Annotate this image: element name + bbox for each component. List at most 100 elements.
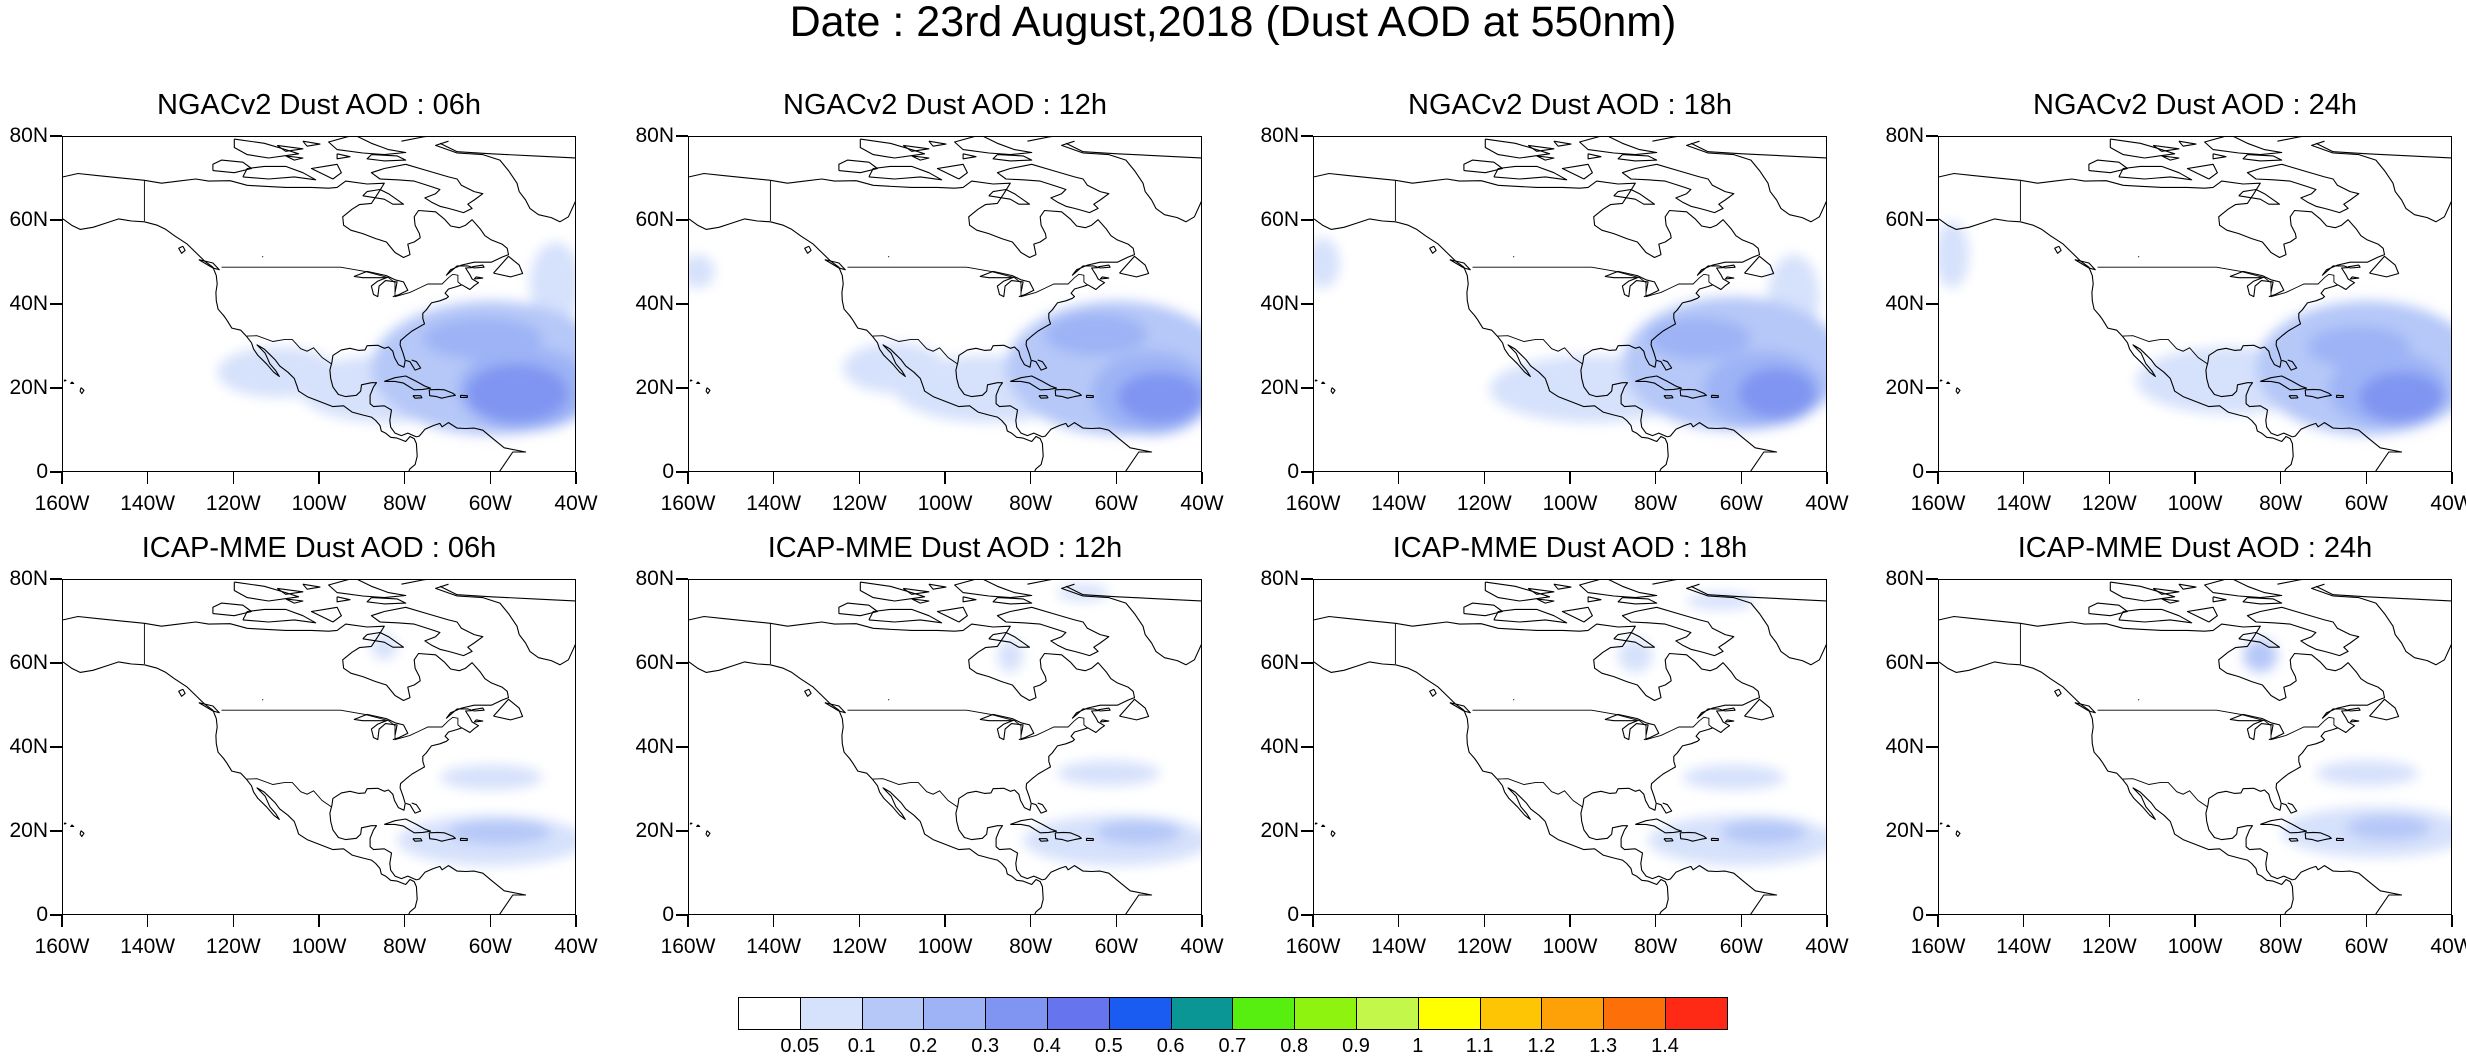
lon-label: 120W [831,935,887,958]
lat-label: 80N [1885,567,1924,590]
country-border [2097,266,2338,298]
lat-label: 0 [36,460,48,483]
dust-field [1939,221,1969,289]
lat-tick [676,471,688,473]
dust-field [422,317,543,360]
dust-field [1044,313,1148,356]
panel-title: NGACv2 Dust AOD : 18h [1408,89,1732,121]
coastline [2186,606,2218,623]
coastline [1946,381,1951,385]
coastline [1085,394,1094,398]
lat-label: 40N [9,735,48,758]
lat-label: 60N [9,651,48,674]
coastline [285,598,304,604]
lat-tick [50,219,62,221]
coastline [1429,245,1437,254]
colorbar-swatch [1417,997,1481,1030]
dust-field [1738,368,1816,419]
coastline [412,838,423,842]
coastline [1652,137,1678,142]
dust-field [689,254,715,289]
coastline [1604,270,1660,298]
lon-tick [1826,915,1828,927]
lat-tick [50,303,62,305]
lat-tick [1926,135,1938,137]
coastline [1314,615,1761,881]
coastline [2277,580,2303,585]
coastline [1553,140,1572,147]
lat-tick [676,746,688,748]
dust-field [2345,815,2432,841]
coastline [1710,837,1719,841]
coastline [2204,137,2283,156]
coastline [1939,218,2294,471]
coastline [1010,818,1058,834]
coastline [1484,138,1551,159]
lon-label: 100W [2167,935,2223,958]
coastline [416,865,527,914]
lat-tick [1301,914,1313,916]
lat-label: 20N [635,376,674,399]
coastline [868,165,943,181]
lon-tick [772,915,775,927]
coastline [1314,172,1761,438]
coastline [405,359,422,371]
coastline [1330,387,1336,395]
lon-tick [2108,915,2111,927]
map-frame [1313,136,1827,472]
map-frame [1313,579,1827,915]
coastline [1429,688,1437,697]
coastline [362,631,405,648]
lon-label: 100W [291,935,347,958]
coastline [2281,359,2298,371]
coastline [954,580,1033,599]
colorbar-swatch [985,997,1048,1030]
coastline [2347,264,2361,269]
lat-label: 40N [1885,735,1924,758]
lat-label: 20N [1260,376,1299,399]
dust-aod-map [1314,580,1826,914]
lat-tick [1301,303,1313,305]
lon-tick [575,472,577,484]
coastline [276,144,304,152]
map-frame [62,579,576,915]
colorbar-swatch [1603,997,1666,1030]
coastline [1484,581,1551,602]
country-border [2122,778,2209,808]
lon-label: 100W [1542,492,1598,515]
coastline [1054,388,1082,399]
lon-tick [2451,472,2453,484]
lon-tick [2022,472,2025,484]
lon-tick [575,915,577,927]
coastline [838,602,879,617]
dust-field [1682,764,1786,790]
lon-label: 140W [746,492,802,515]
panel-title: ICAP-MME Dust AOD : 12h [767,532,1123,564]
lon-tick [2194,915,2196,927]
coastline [1119,698,1150,721]
lon-label: 120W [1456,492,1512,515]
coastline [63,218,418,471]
country-border [1497,335,1584,365]
coastline [859,138,926,159]
lat-tick [1301,387,1313,389]
lat-label: 0 [662,460,674,483]
coastline [1663,838,1674,842]
coastline [1527,587,1555,595]
colorbar-label: 1.2 [1527,1035,1556,1057]
lon-label: 100W [1542,935,1598,958]
dust-field [997,638,1024,673]
coastline [1027,580,1053,585]
coastline [1939,822,1943,825]
coastline [1579,580,1658,599]
coastline [2152,587,2180,595]
coastline [2315,142,2451,159]
coastline [1099,276,1110,280]
lon-label: 80W [383,935,427,958]
coastline [1119,255,1150,278]
lon-label: 60W [1094,935,1138,958]
coastline [1955,387,1961,395]
lat-tick [1926,387,1938,389]
lon-label: 100W [917,492,973,515]
coastline [936,163,968,180]
